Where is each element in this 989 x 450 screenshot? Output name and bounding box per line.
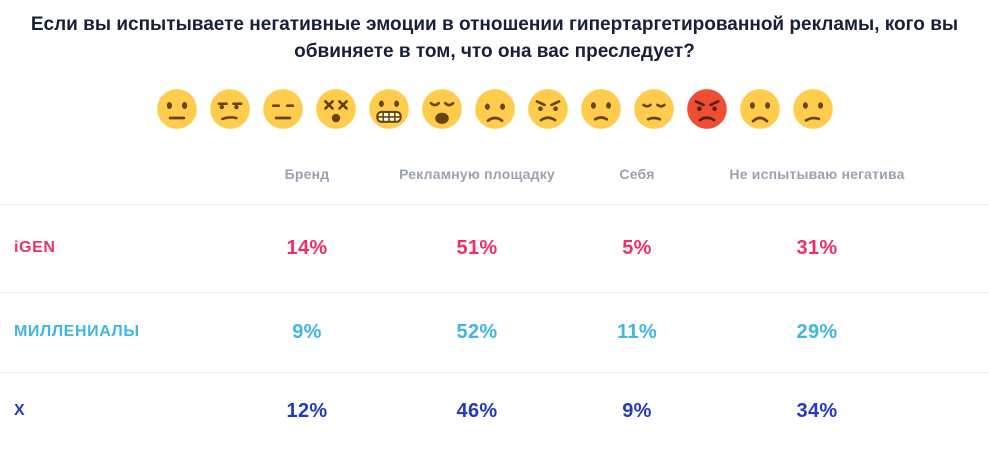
value-cell: 34% bbox=[796, 399, 838, 422]
weary-face-icon bbox=[421, 89, 462, 129]
unamused-face-icon bbox=[209, 89, 250, 129]
column-header-no-negativity: Не испытываю негатива bbox=[729, 165, 905, 182]
value-cell: 52% bbox=[456, 320, 498, 343]
confused-face-icon bbox=[792, 89, 833, 129]
table-row-millennials: МИЛЛЕНИАЛЫ 9% 52% 11% 29% bbox=[0, 291, 989, 372]
slightly-frowning-face-icon bbox=[580, 89, 621, 129]
table-header-row: Бренд Рекламную площадку Себя Не испытыв… bbox=[0, 144, 989, 204]
frowning-face-icon bbox=[739, 89, 780, 129]
expressionless-face-icon bbox=[262, 89, 303, 129]
pouting-face-icon bbox=[686, 89, 727, 129]
value-cell: 46% bbox=[456, 399, 498, 422]
row-label: МИЛЛЕНИАЛЫ bbox=[14, 323, 140, 341]
row-label: X bbox=[14, 402, 26, 420]
survey-question-title: Если вы испытываете негативные эмоции в … bbox=[30, 14, 959, 62]
results-table: Бренд Рекламную площадку Себя Не испытыв… bbox=[0, 144, 989, 450]
row-label: iGEN bbox=[14, 239, 56, 257]
column-header-yourself: Себя bbox=[619, 165, 655, 182]
value-cell: 31% bbox=[796, 236, 838, 259]
value-cell: 29% bbox=[796, 320, 838, 343]
grimacing-face-icon bbox=[368, 89, 409, 129]
value-cell: 5% bbox=[622, 236, 652, 259]
value-cell: 51% bbox=[456, 236, 498, 259]
neutral-face-icon bbox=[156, 89, 197, 129]
value-cell: 9% bbox=[622, 399, 652, 422]
value-cell: 14% bbox=[286, 236, 328, 259]
value-cell: 11% bbox=[617, 320, 657, 343]
table-row-gen-x: X 12% 46% 9% 34% bbox=[0, 371, 989, 450]
column-header-ad-platform: Рекламную площадку bbox=[399, 165, 555, 182]
value-cell: 9% bbox=[292, 320, 322, 343]
value-cell: 12% bbox=[286, 399, 328, 422]
table-row-igen: iGEN 14% 51% 5% 31% bbox=[0, 203, 989, 292]
angry-face-icon bbox=[527, 89, 568, 129]
emoji-row bbox=[0, 88, 989, 130]
column-header-brand: Бренд bbox=[284, 165, 330, 182]
pensive-face-icon bbox=[633, 89, 674, 129]
disappointed-face-icon bbox=[474, 89, 515, 129]
dizzy-face-icon bbox=[315, 89, 356, 129]
